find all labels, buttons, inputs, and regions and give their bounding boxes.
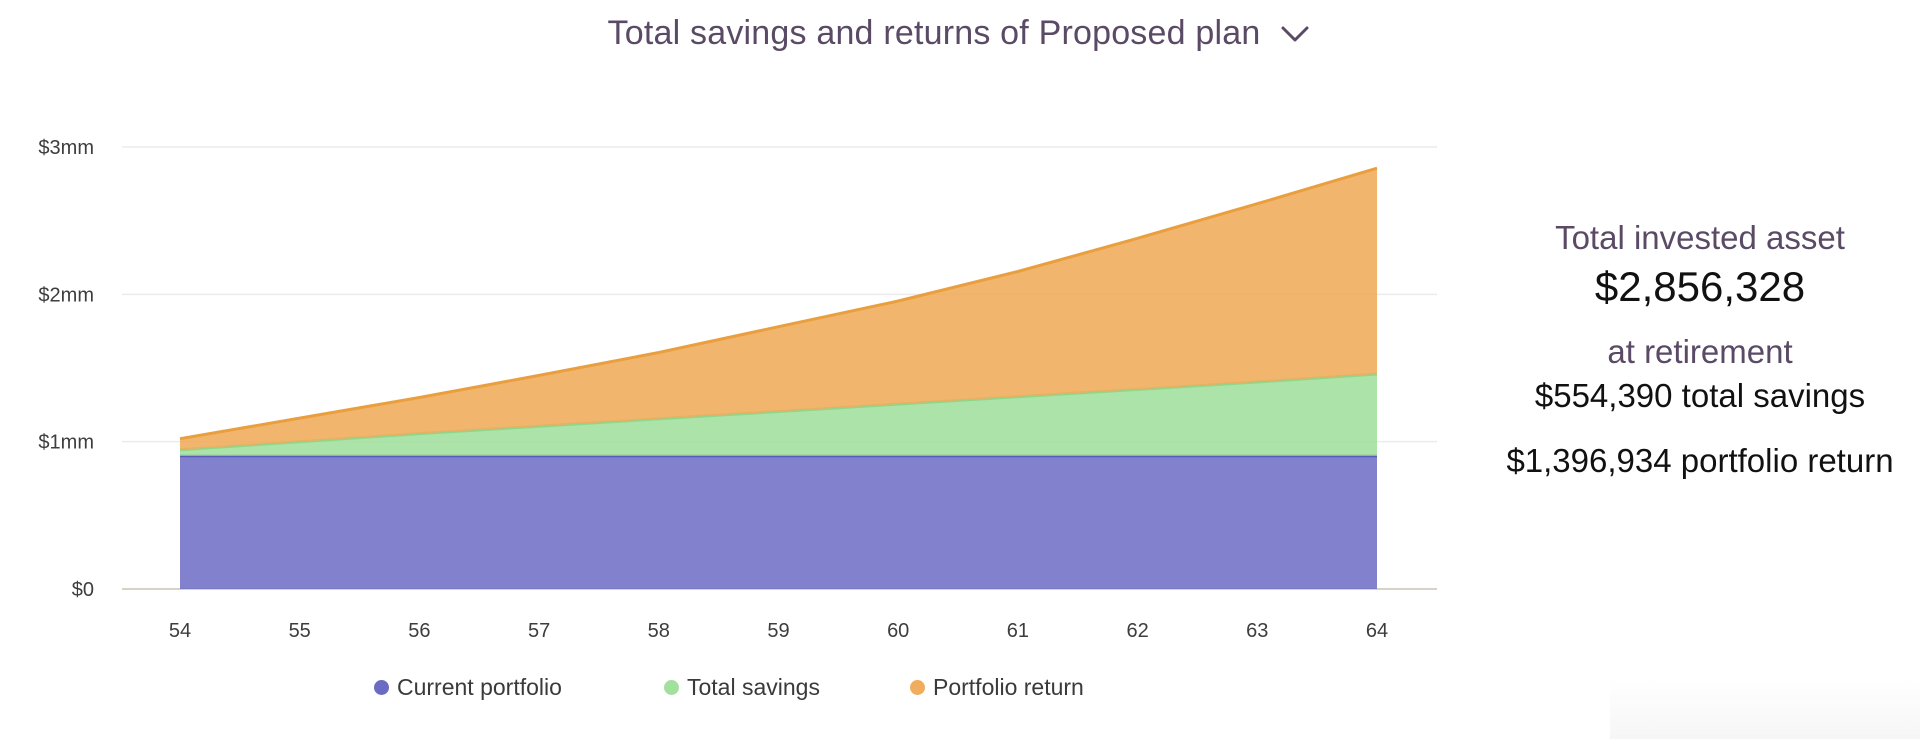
area-portfolio-return — [180, 168, 1377, 450]
x-tick-label: 63 — [1246, 620, 1268, 642]
area-current-portfolio — [180, 455, 1377, 589]
x-tick-label: 57 — [528, 620, 550, 642]
plan-selector-dropdown[interactable]: Total savings and returns of Proposed pl… — [608, 14, 1313, 53]
x-tick-label: 62 — [1126, 620, 1148, 642]
x-tick-label: 56 — [408, 620, 430, 642]
x-tick-label: 64 — [1366, 620, 1388, 642]
y-tick-label: $2mm — [38, 284, 94, 306]
legend-label: Total savings — [687, 674, 820, 700]
x-tick-label: 54 — [169, 620, 191, 642]
x-tick-label: 60 — [887, 620, 909, 642]
summary-label: Total invested asset — [1555, 219, 1845, 256]
chevron-down-icon[interactable] — [1278, 17, 1312, 51]
summary-panel: Total invested asset $2,856,328 at retir… — [1480, 218, 1920, 481]
chart-header: Total savings and returns of Proposed pl… — [0, 14, 1920, 64]
legend-dot-total-savings — [664, 680, 679, 695]
chart-legend: Current portfolio Total savings Portfoli… — [0, 674, 1460, 710]
summary-sub-label: at retirement — [1607, 332, 1793, 370]
legend-label: Portfolio return — [933, 674, 1084, 700]
y-tick-label: $1mm — [38, 432, 94, 454]
summary-total: $2,856,328 — [1594, 262, 1806, 310]
x-tick-label: 58 — [648, 620, 670, 642]
area-chart: $0 $1mm $2mm $3mm 54 55 56 57 58 59 60 61 62 63 64 — [38, 137, 1437, 642]
line-portfolio-return — [179, 166, 1378, 441]
chart-title: Total savings and returns of Proposed pl… — [607, 14, 1261, 52]
legend-item-total-savings[interactable]: Total savings — [664, 674, 820, 701]
corner-shade — [1610, 679, 1920, 739]
x-tick-label: 59 — [767, 620, 789, 642]
legend-label: Current portfolio — [397, 674, 562, 700]
legend-dot-portfolio-return — [910, 680, 925, 695]
summary-portfolio-return: $1,396,934 portfolio return — [1506, 442, 1894, 480]
x-tick-label: 55 — [289, 620, 311, 642]
x-tick-label: 61 — [1007, 620, 1029, 642]
legend-item-portfolio-return[interactable]: Portfolio return — [910, 674, 1084, 701]
y-tick-label: $0 — [72, 579, 94, 601]
y-tick-label: $3mm — [38, 137, 94, 159]
legend-dot-current-portfolio — [374, 680, 389, 695]
legend-item-current-portfolio[interactable]: Current portfolio — [374, 674, 562, 701]
summary-savings: $554,390 total savings — [1534, 376, 1866, 414]
